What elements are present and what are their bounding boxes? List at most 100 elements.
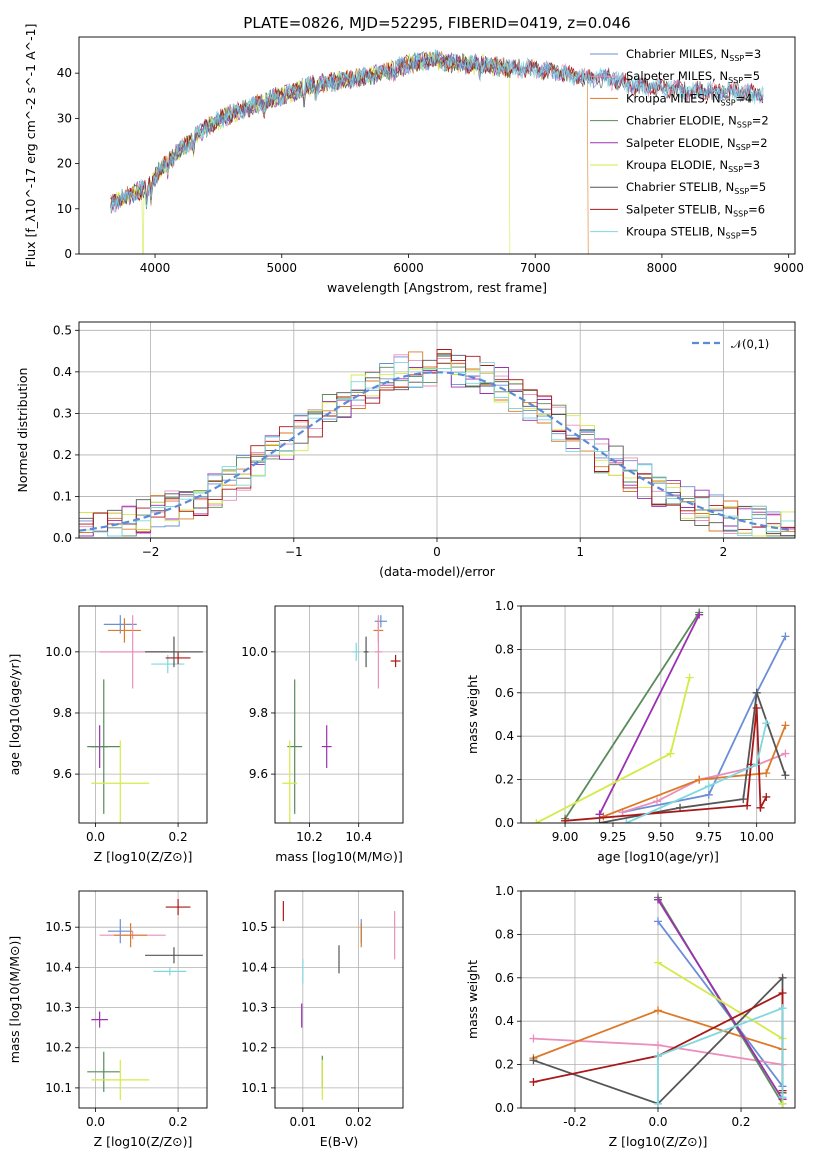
point-chabrier_miles bbox=[107, 919, 133, 944]
y-axis-label: mass weight bbox=[465, 675, 480, 754]
point-salpeter_stelib bbox=[165, 651, 191, 665]
y-tick-label: 10.2 bbox=[241, 1041, 268, 1055]
series-marker bbox=[695, 610, 704, 619]
x-tick-label: 9000 bbox=[773, 261, 804, 275]
panel-1: 4000 5000 6000 7000 8000 9000 0 10 20 30 40 wavelen… bbox=[23, 24, 804, 295]
figure-title: PLATE=0826, MJD=52295, FIBERID=0419, z=0… bbox=[243, 14, 630, 32]
panel-5: 9.00 9.25 9.50 9.75 10.00 0.0 0.2 0.4 0.6 0.8 1.0 a… bbox=[465, 599, 796, 864]
point-chabrier_stelib bbox=[363, 636, 369, 668]
axes-frame bbox=[78, 605, 208, 824]
series-marker bbox=[752, 688, 761, 697]
axes-frame bbox=[274, 890, 404, 1109]
y-tick-label: 0.5 bbox=[53, 323, 72, 337]
y-tick-label: 10.0 bbox=[241, 645, 268, 659]
y-tick-label: 40 bbox=[57, 66, 72, 80]
legend-value: =5 bbox=[741, 225, 758, 239]
grid bbox=[79, 606, 207, 823]
x-tick-label: 9.50 bbox=[648, 830, 675, 844]
y-axis-label: Normed distribution bbox=[15, 368, 30, 493]
series-marker bbox=[529, 1056, 538, 1065]
y-tick-label: 10 bbox=[57, 202, 72, 216]
x-axis-label: mass [log10(M/M⊙)] bbox=[275, 849, 403, 864]
point-chabrier_miles bbox=[374, 615, 387, 628]
series-marker bbox=[778, 973, 787, 982]
x-tick-label: 0.2 bbox=[731, 1115, 750, 1129]
series-marker bbox=[739, 795, 748, 804]
y-tick-label: 0.4 bbox=[53, 365, 72, 379]
legend-value: =2 bbox=[751, 136, 768, 150]
y-tick-label: 9.6 bbox=[53, 767, 72, 781]
series-marker bbox=[781, 771, 790, 780]
x-tick-label: -0.2 bbox=[563, 1115, 586, 1129]
series-marker bbox=[654, 1051, 662, 1060]
x-tick-label: 1 bbox=[576, 545, 584, 559]
grid bbox=[275, 891, 403, 1108]
series-marker bbox=[762, 719, 771, 728]
plot-area bbox=[110, 49, 764, 254]
legend-label-salpeter_stelib: Salpeter STELIB, NSSP=6 bbox=[626, 202, 765, 218]
x-tick-label: 5000 bbox=[266, 261, 297, 275]
series-kroupa_elodie bbox=[654, 958, 787, 1108]
y-tick-label: 9.8 bbox=[53, 706, 72, 720]
series-marker bbox=[781, 632, 790, 641]
legend-sub: SSP bbox=[726, 232, 741, 241]
plot-area bbox=[87, 615, 203, 823]
x-tick-label: −1 bbox=[285, 545, 303, 559]
legend-sub: SSP bbox=[721, 98, 736, 107]
series-line bbox=[657, 961, 784, 1104]
point-chabrier_elodie bbox=[87, 1051, 121, 1092]
plot-area bbox=[532, 608, 790, 823]
y-tick-label: 0.0 bbox=[53, 531, 72, 545]
legend-value: =5 bbox=[749, 180, 766, 194]
series-marker bbox=[595, 819, 604, 823]
legend-label-kroupa_elodie: Kroupa ELODIE, NSSP=3 bbox=[626, 158, 760, 174]
series-marker bbox=[762, 769, 771, 778]
x-tick-label: 10.2 bbox=[296, 830, 323, 844]
legend-sub: SSP bbox=[728, 165, 743, 174]
panel-8: -0.2 0.0 0.2 0.0 0.2 0.4 0.6 0.8 1.0 Z [log10(Z/Z… bbox=[465, 884, 796, 1149]
series-marker bbox=[778, 988, 787, 997]
legend-sub: SSP bbox=[734, 187, 749, 196]
series-kroupa_stelib bbox=[654, 1004, 787, 1108]
y-tick-label: 0 bbox=[64, 247, 72, 261]
y-tick-label: 10.4 bbox=[45, 960, 72, 974]
y-tick-label: 0.2 bbox=[495, 1058, 514, 1072]
y-tick-label: 10.3 bbox=[45, 1001, 72, 1015]
axes-frame bbox=[78, 36, 796, 255]
point-kroupa_miles bbox=[107, 618, 141, 643]
legend-value: =3 bbox=[743, 158, 760, 172]
legend-sub: SSP bbox=[733, 209, 748, 218]
series-marker bbox=[529, 1077, 538, 1086]
panel-3: 0.0 0.2 9.6 9.8 10.0 Z [log10(Z/Z⊙)] age [log1… bbox=[7, 605, 208, 864]
x-tick-label: −2 bbox=[142, 545, 160, 559]
series-marker bbox=[666, 749, 675, 758]
x-tick-label: 0.0 bbox=[648, 1115, 667, 1129]
point-salpeter_stelib bbox=[390, 654, 401, 668]
y-tick-label: 10.5 bbox=[45, 920, 72, 934]
y-axis-label: age [log10(age/yr)] bbox=[7, 654, 22, 776]
axes: 9.00 9.25 9.50 9.75 10.00 0.0 0.2 0.4 0.6 0.8 1.0 a… bbox=[465, 599, 796, 864]
series-marker bbox=[743, 801, 752, 810]
x-tick-label: 0.0 bbox=[86, 1115, 105, 1129]
series-kroupa_elodie bbox=[532, 673, 694, 823]
point-salpeter_stelib bbox=[165, 899, 191, 916]
series-line bbox=[622, 635, 787, 813]
x-tick-label: 0.02 bbox=[345, 1115, 372, 1129]
series-salpeter_elodie bbox=[595, 610, 704, 819]
x-axis-label: Z [log10(Z/Z⊙)] bbox=[94, 1134, 193, 1149]
y-axis-label: Flux [f_λ10^-17 erg cm^-2 s^-1 A^-1] bbox=[23, 24, 38, 268]
axes: -0.2 0.0 0.2 0.0 0.2 0.4 0.6 0.8 1.0 Z [log10(Z/Z… bbox=[465, 884, 796, 1149]
y-tick-label: 10.4 bbox=[241, 960, 268, 974]
legend-sub: SSP bbox=[736, 143, 751, 152]
panel-7: 0.01 0.02 10.1 10.2 10.3 10.4 10.5 E(B-V) bbox=[241, 890, 404, 1149]
y-tick-label: 9.6 bbox=[249, 767, 268, 781]
axes-frame bbox=[274, 605, 404, 824]
series-marker bbox=[756, 803, 765, 812]
plots: 4000 5000 6000 7000 8000 9000010203040wavelen… bbox=[7, 24, 804, 1149]
series-kroupa_stelib bbox=[622, 719, 771, 823]
legend-label-salpeter_miles: Salpeter MILES, NSSP=5 bbox=[626, 69, 760, 85]
y-tick-label: 10.3 bbox=[241, 1001, 268, 1015]
y-tick-label: 0.2 bbox=[495, 773, 514, 787]
point-kroupa_elodie bbox=[91, 740, 150, 823]
